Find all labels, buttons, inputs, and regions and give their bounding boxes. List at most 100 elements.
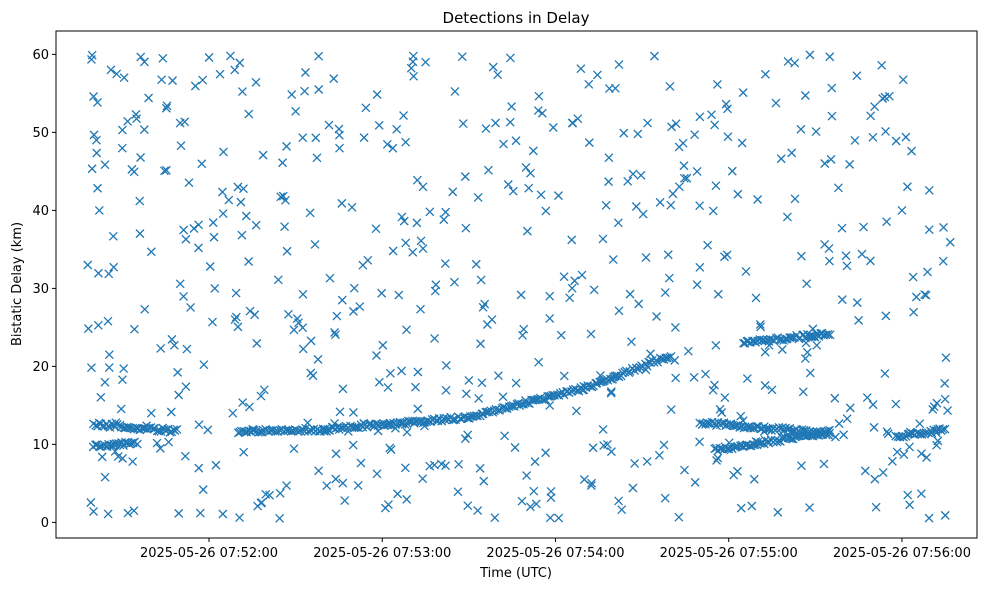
data-point	[796, 251, 806, 261]
data-point	[586, 481, 596, 491]
data-point	[827, 83, 837, 93]
data-point	[939, 222, 948, 232]
data-point	[487, 315, 497, 325]
data-point	[479, 476, 489, 486]
data-point	[941, 353, 951, 363]
data-point	[477, 378, 487, 388]
data-point	[461, 223, 471, 233]
data-point	[386, 445, 396, 455]
data-point	[190, 81, 200, 91]
data-point	[135, 196, 145, 206]
data-point	[473, 192, 483, 202]
data-point	[522, 471, 532, 481]
data-point	[182, 344, 192, 354]
data-point	[524, 183, 534, 193]
data-point	[862, 393, 872, 403]
data-point	[824, 256, 834, 266]
data-point	[472, 411, 482, 421]
data-point	[517, 496, 527, 506]
data-point	[439, 215, 449, 225]
data-point	[210, 283, 220, 293]
data-point	[790, 58, 800, 68]
data-point	[703, 240, 713, 250]
data-point	[331, 449, 341, 459]
data-point	[499, 139, 508, 149]
data-point	[476, 339, 485, 349]
data-point	[695, 112, 705, 122]
data-point	[713, 289, 723, 299]
data-point	[661, 353, 671, 363]
data-point	[481, 407, 491, 417]
data-point	[408, 247, 418, 257]
data-point	[712, 79, 722, 89]
data-point	[613, 218, 623, 228]
data-point	[251, 77, 261, 87]
data-point	[870, 474, 880, 484]
data-point	[157, 75, 167, 85]
data-point	[441, 360, 451, 370]
data-point	[571, 406, 581, 416]
data-point	[852, 298, 862, 308]
data-point	[777, 345, 787, 354]
data-point	[663, 250, 673, 260]
data-point	[252, 338, 262, 348]
data-point	[400, 463, 410, 473]
data-point	[238, 398, 248, 408]
data-point	[397, 212, 407, 222]
y-axis: 0 10 20 30 40 50 60	[32, 48, 56, 531]
data-point	[805, 430, 815, 440]
data-point	[695, 262, 705, 272]
data-point	[475, 463, 485, 473]
data-point	[738, 88, 748, 98]
data-point	[529, 486, 539, 496]
data-point	[324, 120, 334, 130]
data-point	[457, 52, 467, 62]
data-point	[601, 200, 611, 210]
data-point	[743, 422, 753, 432]
data-point	[197, 159, 207, 169]
data-point	[742, 374, 752, 383]
data-point	[736, 411, 746, 421]
data-point	[825, 52, 835, 62]
data-point	[103, 316, 113, 326]
data-point	[756, 322, 766, 332]
data-point	[273, 275, 283, 285]
data-point	[638, 209, 648, 219]
data-point	[91, 135, 101, 145]
data-point	[760, 69, 770, 79]
data-point	[87, 50, 97, 60]
data-point	[505, 53, 515, 63]
data-point	[654, 450, 664, 460]
data-point	[231, 288, 241, 298]
data-point	[233, 322, 243, 332]
data-point	[195, 508, 205, 518]
data-point	[132, 439, 142, 449]
data-point	[643, 118, 653, 128]
data-point	[659, 440, 669, 450]
y-tick-label: 10	[32, 438, 49, 453]
data-point	[175, 279, 185, 289]
data-point	[606, 447, 616, 457]
data-point	[674, 182, 684, 192]
data-point	[181, 234, 191, 244]
data-point	[614, 60, 624, 69]
data-point	[275, 488, 285, 498]
data-point	[181, 382, 191, 392]
data-point	[576, 64, 586, 74]
data-point	[377, 288, 387, 298]
data-point	[218, 509, 228, 519]
data-point	[868, 400, 878, 410]
data-point	[463, 501, 473, 511]
data-point	[208, 218, 218, 228]
data-point	[753, 437, 763, 447]
data-point	[510, 443, 520, 452]
data-point	[335, 407, 345, 417]
data-point	[912, 428, 922, 438]
data-point	[402, 427, 412, 437]
data-point	[690, 477, 700, 487]
data-point	[842, 414, 852, 424]
data-point	[617, 505, 627, 515]
data-point	[433, 416, 443, 426]
data-point	[830, 393, 840, 403]
data-point	[554, 191, 563, 201]
